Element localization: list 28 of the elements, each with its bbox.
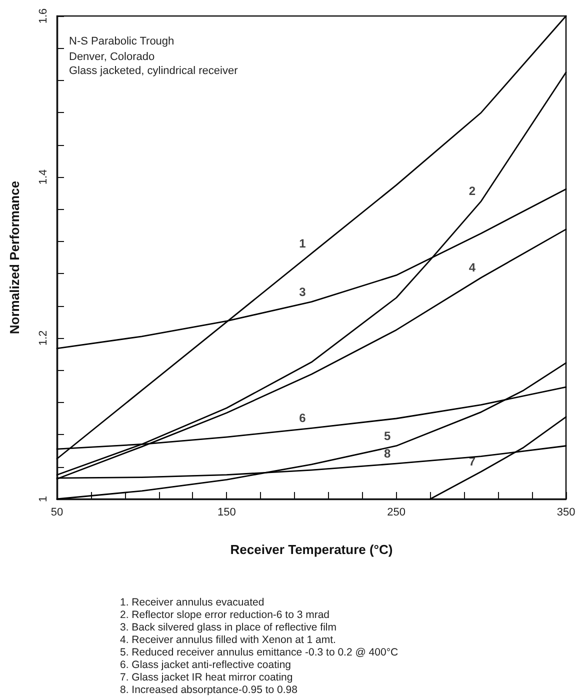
text: 1. Receiver annulus evacuated	[120, 596, 264, 608]
annotation: 4	[468, 260, 476, 275]
text: 8. Increased absorptance-0.95 to 0.98	[120, 684, 298, 696]
annotation: 8	[384, 446, 391, 461]
annotation: 5	[384, 428, 391, 443]
text: 2. Reflector slope error reduction-6 to 3 mrad	[120, 608, 330, 621]
text: 4. Receiver annulus filled with Xenon at 1 amt.	[120, 634, 336, 646]
y-tick-label: 1.2	[38, 330, 50, 346]
y-tick-label: 1	[38, 496, 50, 502]
text: 5. Reduced receiver annulus emittance -0.3 to 0.2 @ 400°C	[120, 646, 399, 658]
text: Denver, Colorado Glass jacketed, cylindrical receiver	[69, 51, 238, 77]
y-tick-label: 1.4	[38, 169, 50, 185]
x-axis-title: Receiver Temperature (°C)	[230, 542, 393, 557]
annotation: 7	[468, 454, 476, 469]
annotation: 1	[299, 236, 306, 250]
annotation: 6	[299, 411, 306, 426]
text: 3. Back silvered glass in place of reflective film	[120, 621, 337, 634]
text: 6. Glass jacket anti-reflective coating	[120, 658, 292, 671]
x-tick-label: 50	[50, 506, 64, 518]
y-tick-label: 1.6	[38, 8, 50, 24]
x-tick-label: 150	[217, 506, 236, 518]
annotation: 3	[299, 284, 306, 299]
text: 7. Glass jacket IR heat mirror coating	[120, 671, 293, 684]
x-tick-label: 250	[387, 506, 406, 518]
x-tick-label: 350	[556, 506, 576, 518]
y-axis-title: Normalized Performance	[7, 180, 22, 334]
annotation: 2	[468, 184, 476, 198]
text: N-S Parabolic Trough	[69, 36, 174, 48]
